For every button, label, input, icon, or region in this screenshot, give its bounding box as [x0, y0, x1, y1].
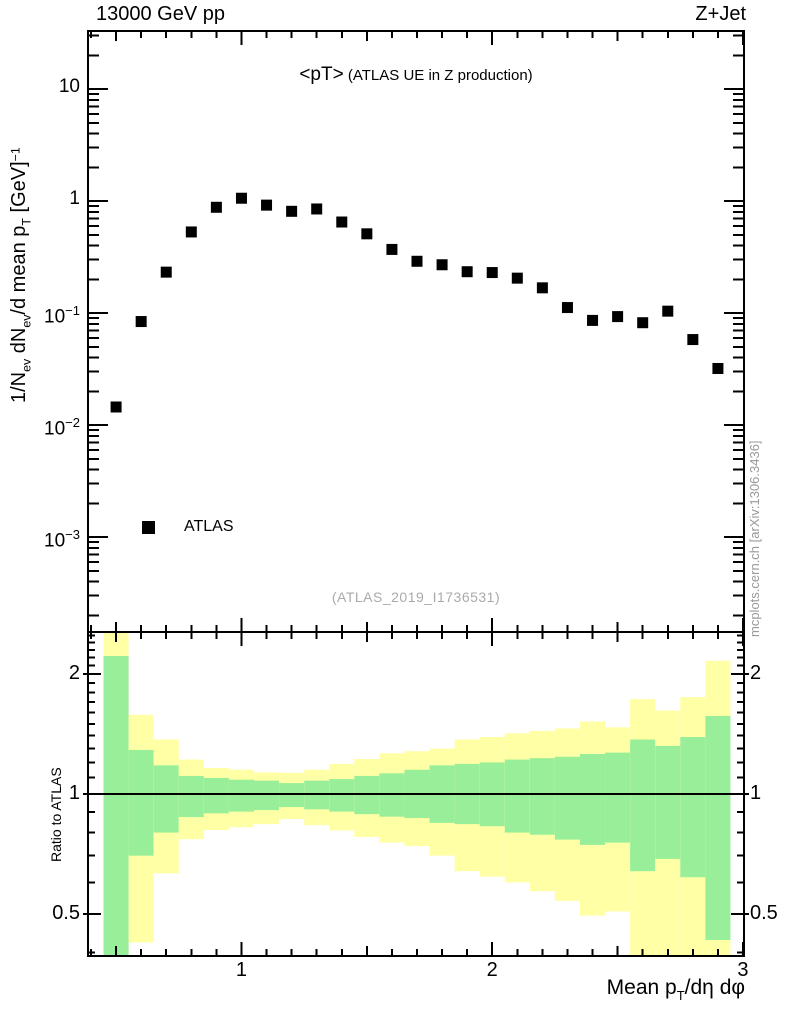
data-point — [712, 362, 724, 374]
ratio-band-inner — [529, 758, 555, 835]
plot-title-observable: <pT> — [299, 64, 344, 85]
data-point — [511, 272, 523, 284]
legend-label: ATLAS — [184, 518, 234, 535]
ratio-band-inner — [254, 780, 280, 811]
ratio-band-inner — [178, 775, 204, 818]
ratio-band-inner — [153, 765, 179, 833]
data-point — [210, 201, 222, 213]
ratio-band-inner — [304, 780, 330, 810]
ratio-band-inner — [354, 775, 380, 815]
ratio-band-inner — [329, 779, 355, 812]
ratio-band-inner — [605, 752, 631, 843]
data-point — [561, 302, 573, 314]
ratio-y-tick-label-right: 1 — [750, 781, 762, 804]
ratio-y-tick-label-left: 2 — [68, 662, 80, 685]
data-point — [286, 205, 298, 217]
data-point — [536, 282, 548, 294]
data-point — [587, 314, 599, 326]
data-point — [336, 216, 348, 228]
plot-title-detail: (ATLAS UE in Z production) — [347, 67, 533, 84]
ratio-band-inner — [655, 745, 681, 859]
main-y-tick-label: 10−1 — [44, 303, 80, 328]
ratio-band-inner — [580, 753, 606, 845]
ratio-band-inner — [103, 655, 129, 956]
ratio-band-inner — [504, 759, 530, 833]
ratio-band-inner — [705, 715, 731, 940]
plot-title: <pT> (ATLAS UE in Z production) — [88, 64, 744, 86]
data-point — [110, 401, 122, 413]
ratio-band-inner — [203, 777, 229, 814]
data-point — [160, 266, 172, 278]
data-point — [637, 317, 649, 329]
mcplots-side-note: mcplots.cern.ch [arXiv:1306.3436] — [747, 440, 762, 637]
data-point — [185, 226, 197, 238]
main-panel-frame — [87, 30, 745, 633]
ratio-y-tick-label-right: 2 — [750, 662, 762, 685]
data-point — [612, 311, 624, 323]
data-point — [386, 243, 398, 255]
analysis-watermark: (ATLAS_2019_I1736531) — [331, 589, 501, 605]
process-title: Z+Jet — [695, 3, 746, 25]
ratio-y-tick-label-left: 1 — [68, 781, 80, 804]
data-point — [261, 199, 273, 211]
x-tick-label: 1 — [235, 959, 248, 981]
data-point — [235, 192, 247, 204]
ratio-y-tick-label-left: 0.5 — [52, 901, 80, 924]
data-point — [135, 316, 147, 328]
data-point — [361, 228, 373, 240]
legend-marker-square — [142, 520, 155, 534]
main-y-tick-label: 1 — [69, 188, 80, 210]
main-y-tick-label: 10 — [58, 76, 80, 98]
main-y-tick-label: 10−3 — [44, 527, 80, 552]
ratio-band-inner — [379, 773, 405, 817]
ratio-band-inner — [279, 783, 305, 808]
ratio-band-inner — [228, 779, 255, 812]
ratio-band-inner — [680, 736, 706, 878]
y-axis-title: 1/Nev dNev/d mean pT [GeV]−1 — [8, 147, 34, 403]
x-tick-label: 2 — [486, 959, 498, 981]
data-point — [436, 259, 448, 271]
main-y-tick-label: 10−2 — [44, 415, 80, 440]
data-point — [662, 305, 674, 317]
x-axis-title: Mean pT/dη dφ — [606, 976, 745, 1003]
legend: ATLAS — [142, 518, 234, 536]
x-tick-label: 3 — [737, 959, 749, 981]
ratio-band-inner — [630, 739, 656, 872]
ratio-y-tick-label-right: 0.5 — [750, 901, 778, 924]
data-point — [486, 267, 498, 279]
data-point — [411, 255, 423, 267]
data-point — [311, 203, 323, 215]
beam-energy-title: 13000 GeV pp — [96, 3, 225, 25]
data-point — [687, 334, 699, 346]
ratio-band-inner — [554, 756, 580, 840]
ratio-band-inner — [128, 749, 154, 856]
data-point — [461, 266, 473, 278]
